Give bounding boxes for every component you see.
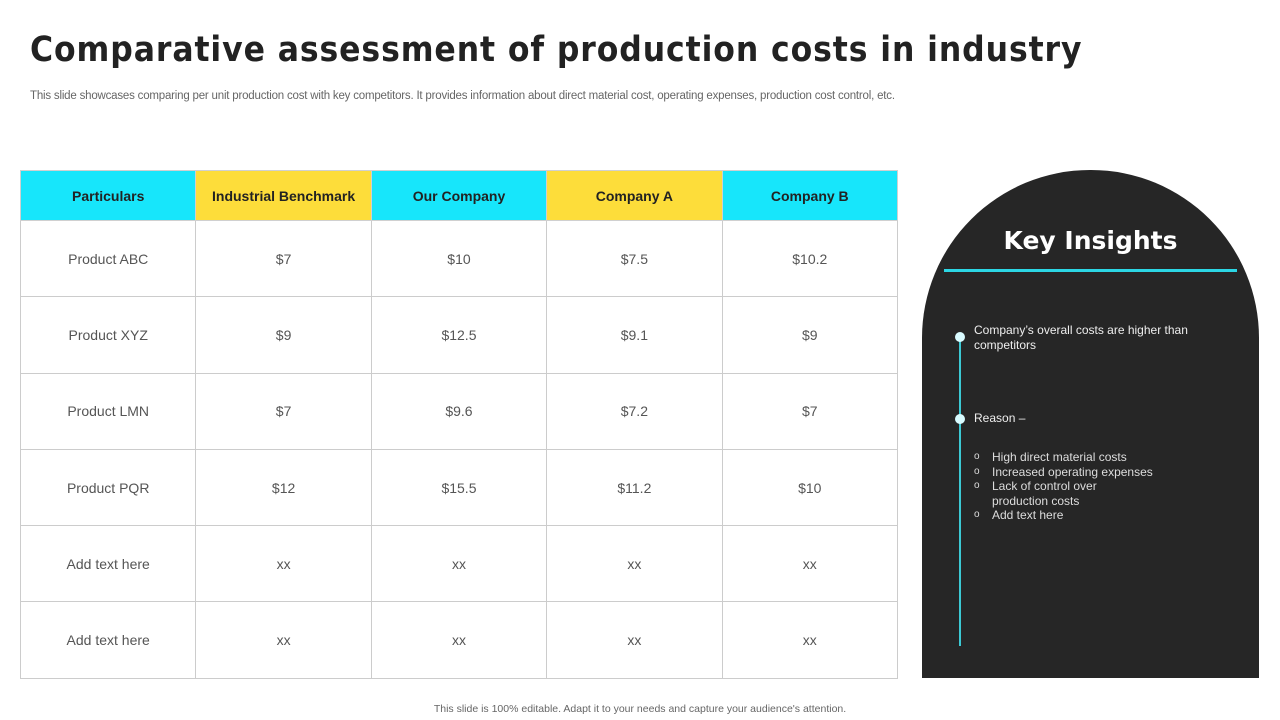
timeline-dot: [955, 414, 965, 424]
page-title: Comparative assessment of production cos…: [30, 30, 1083, 70]
table-cell: $9.6: [370, 372, 548, 450]
table-cell: $7: [721, 372, 899, 450]
table-row: Product XYZ $9 $12.5 $9.1 $9: [19, 296, 899, 374]
table-cell: Product ABC: [19, 219, 197, 298]
table-cell: Add text here: [19, 601, 197, 679]
header-industrial-benchmark: Industrial Benchmark: [195, 170, 372, 221]
title-underline: [944, 269, 1237, 272]
key-insights-panel: Key Insights Company’s overall costs are…: [922, 170, 1259, 678]
page-subtitle: This slide showcases comparing per unit …: [30, 90, 895, 102]
table-cell: Product XYZ: [19, 296, 197, 374]
table-cell: xx: [195, 525, 372, 603]
key-insights-title: Key Insights: [1003, 226, 1178, 255]
table-cell: $15.5: [370, 448, 548, 527]
table-cell: $10.2: [721, 219, 899, 298]
table-row: Product PQR $12 $15.5 $11.2 $10: [19, 448, 899, 527]
header-particulars: Particulars: [19, 170, 197, 221]
table-cell: Product LMN: [19, 372, 197, 450]
header-company-a: Company A: [546, 170, 723, 221]
table-cell: Add text here: [19, 525, 197, 603]
table-cell: $7: [195, 372, 372, 450]
table-cell: xx: [546, 601, 723, 679]
reason-item: Lack of control over production costs: [974, 479, 1104, 508]
header-our-company: Our Company: [370, 170, 548, 221]
table-cell: $9.1: [546, 296, 723, 374]
table-cell: $12.5: [370, 296, 548, 374]
table-row: Add text here xx xx xx xx: [19, 601, 899, 679]
table-cell: xx: [195, 601, 372, 679]
reasons-list: High direct material costs Increased ope…: [974, 450, 1174, 523]
table-cell: Product PQR: [19, 448, 197, 527]
cost-comparison-table: Particulars Industrial Benchmark Our Com…: [19, 170, 899, 679]
timeline-dot: [955, 332, 965, 342]
table-header-row: Particulars Industrial Benchmark Our Com…: [19, 170, 899, 221]
table-row: Add text here xx xx xx xx: [19, 525, 899, 603]
table-cell: $10: [370, 219, 548, 298]
table-cell: $12: [195, 448, 372, 527]
table-cell: $11.2: [546, 448, 723, 527]
table-row: Product LMN $7 $9.6 $7.2 $7: [19, 372, 899, 450]
table-cell: xx: [546, 525, 723, 603]
insight-reason-label: Reason –: [974, 411, 1026, 425]
table-row: Product ABC $7 $10 $7.5 $10.2: [19, 219, 899, 298]
insight-point: Company’s overall costs are higher than …: [974, 323, 1188, 352]
table-cell: xx: [370, 525, 548, 603]
table-cell: $7.2: [546, 372, 723, 450]
table-cell: xx: [721, 525, 899, 603]
table-cell: $10: [721, 448, 899, 527]
table-cell: $9: [721, 296, 899, 374]
header-company-b: Company B: [721, 170, 899, 221]
table-cell: $7.5: [546, 219, 723, 298]
table-cell: $9: [195, 296, 372, 374]
footer-note: This slide is 100% editable. Adapt it to…: [433, 703, 847, 715]
table-cell: $7: [195, 219, 372, 298]
reason-item: High direct material costs: [974, 450, 1174, 465]
table-cell: xx: [721, 601, 899, 679]
reason-item: Add text here: [974, 508, 1174, 523]
reason-item: Increased operating expenses: [974, 465, 1174, 480]
timeline-line: [959, 336, 961, 646]
table-cell: xx: [370, 601, 548, 679]
